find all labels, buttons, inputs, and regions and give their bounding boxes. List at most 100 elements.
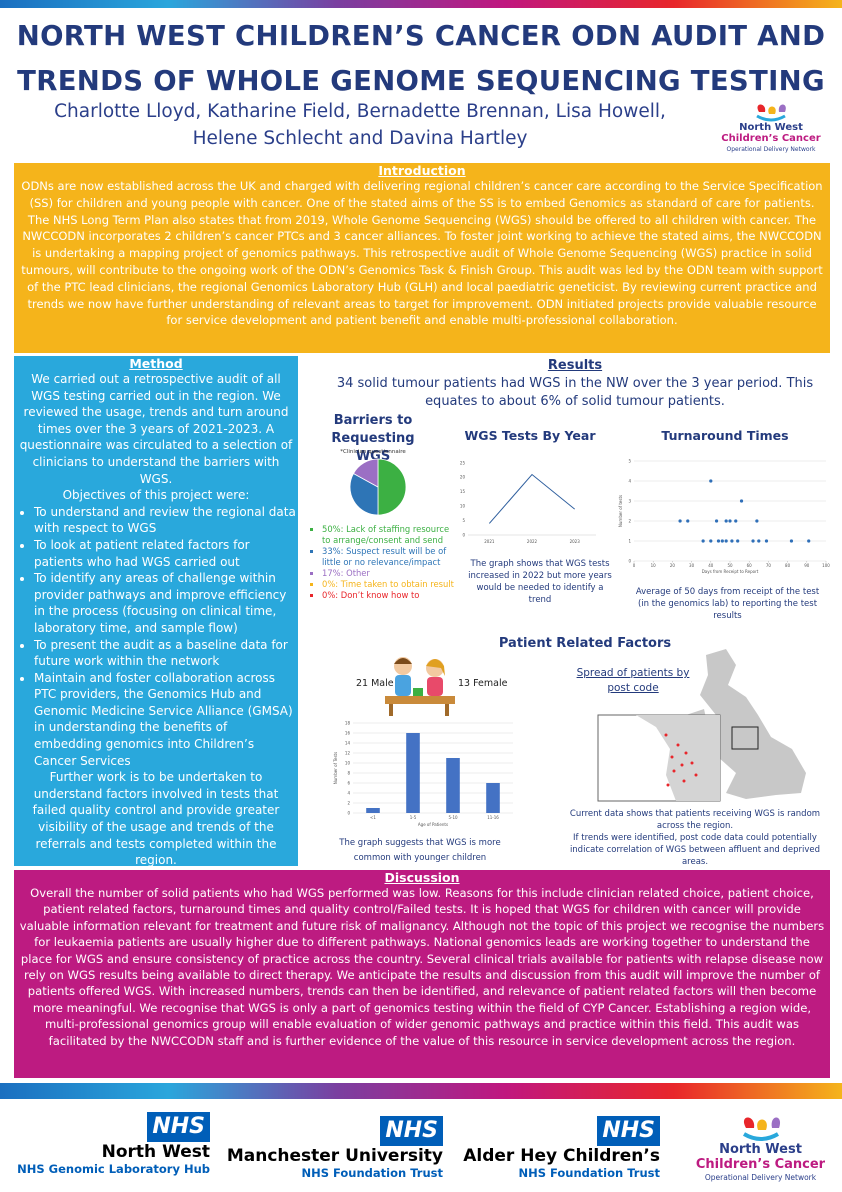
y-tick-label: 2 [347,800,350,805]
method: Method We carried out a retrospective au… [14,356,298,868]
logo-line: North West [719,1142,802,1157]
point [789,539,794,543]
section-heading: Patient Related Factors [498,636,672,651]
x-tick-label: 90 [804,563,810,568]
section-heading: Discussion [384,870,460,885]
org-sub: NHS Genomic Laboratory Hub [17,1162,210,1176]
y-tick-label: 12 [345,750,351,755]
section-heading: Introduction [378,163,466,178]
y-tick-label: 4 [347,790,350,795]
y-tick-label: 10 [460,504,466,509]
section-heading: Method [129,356,183,371]
x-tick-label: 11-16 [487,815,499,820]
x-tick-label: 10 [651,563,657,568]
logo-line: North West [739,122,803,133]
results-heading: Results [547,358,603,373]
y-tick-label: 15 [460,489,466,494]
point [678,519,682,523]
bottom-stripe [0,1083,842,1099]
objectives: To understand and review the regional da… [16,504,296,770]
x-axis-label: Age of Patients [418,822,448,827]
section-text: ODNs are now established across the UK a… [21,179,823,328]
y-tick-label: 1 [628,538,631,543]
point [716,539,721,543]
female-count: 13 Female [458,678,508,689]
poster-title: NORTH WEST CHILDREN’S CANCER ODN AUDIT A… [16,20,826,97]
chart-subtitle: *Clinician questionnaire [340,449,406,455]
point [714,519,719,523]
pie-slice [352,458,379,488]
further-work: Further work is to be undertaken to unde… [32,770,280,868]
discussion: Discussion Overall the number of solid p… [14,870,830,1078]
point [751,539,755,543]
y-tick-label: 0 [462,532,465,537]
author-line: Helene Schlecht and Davina Hartley [192,128,528,149]
y-tick-label: 18 [345,720,351,725]
map-caption: Current data shows that patients receivi… [560,808,830,868]
org-name: Alder Hey Children’s [463,1146,660,1166]
y-tick-label: 8 [347,770,350,775]
legend-entry: 0%: Don’t know how to [322,590,460,601]
chart-title: Turnaround Times [661,428,789,443]
point [701,539,705,543]
objective: Maintain and foster collaboration across… [34,670,296,770]
point [739,499,744,503]
chart-caption: The graph suggests that WGS is more comm… [339,838,501,863]
introduction: Introduction ODNs are now established ac… [14,163,830,353]
x-tick-label: 20 [670,563,676,568]
bar-chart: 0 2 4 6 8 10 12 14 16 18 <1 1-5 5-10 11-16 Age of Pati… [333,720,513,827]
logo-icon [742,1117,780,1141]
logo-line: Operational Delivery Network [704,1173,817,1182]
point [728,519,732,523]
point [757,539,761,543]
org-sub: NHS Foundation Trust [518,1166,660,1180]
chart-title: Barriers to Requesting WGS [331,413,415,464]
point [764,539,769,543]
chart-caption: Average of 50 days from receipt of the t… [635,587,820,621]
y-tick-label: 2 [628,518,631,523]
y-tick-label: 20 [460,475,466,480]
footer-logo: NHS Alder Hey Children’s NHS Foundation … [462,1116,660,1181]
odn-logo: North West Children’s Cancer Operational… [688,1112,833,1183]
x-tick-label: 2022 [527,539,538,544]
point [686,519,690,523]
y-tick-label: 5 [462,518,465,523]
nhs-badge: NHS [597,1116,660,1146]
section-text: We carried out a retrospective audit of … [19,372,293,486]
pie-slice [349,472,379,516]
y-tick-label: 3 [628,498,631,503]
objective: To identify any areas of challenge withi… [34,570,296,636]
bar [406,733,420,813]
point [709,539,713,543]
objective: To look at patient related factors for p… [34,537,296,570]
male-count: 21 Male [356,678,394,689]
bar [486,783,500,813]
legend-entry: 33%: Suspect result will be of little or… [322,546,460,568]
author-line: Charlotte Lloyd, Katharine Field, Bernad… [54,101,666,122]
point [736,539,740,543]
point [730,539,734,543]
y-tick-label: 4 [628,478,631,483]
results-summary: 34 solid tumour patients had WGS in the … [336,376,814,409]
children-illustration [385,657,455,716]
legend-entry: 0%: Time taken to obtain result [322,579,460,590]
map-title: Spread of patients by post code [576,667,690,694]
caption-line: Current data shows that patients receivi… [569,809,821,831]
x-tick-label: 0 [633,563,636,568]
x-tick-label: 2023 [570,539,581,544]
point [709,479,713,483]
x-tick-label: 30 [689,563,695,568]
point [807,539,811,543]
y-axis-label: Number of tests [618,495,623,527]
x-tick-label: 5-10 [448,815,458,820]
pie-chart [349,458,407,516]
org-name: North West [101,1142,210,1162]
logo-line: Children’s Cancer [695,1157,826,1172]
line-chart: 0 5 10 15 20 25 2021 2022 2023 [460,460,596,544]
y-tick-label: 0 [347,810,350,815]
x-tick-label: 1-5 [410,815,417,820]
point [755,519,759,523]
logo-line: Children’s Cancer [721,133,821,144]
